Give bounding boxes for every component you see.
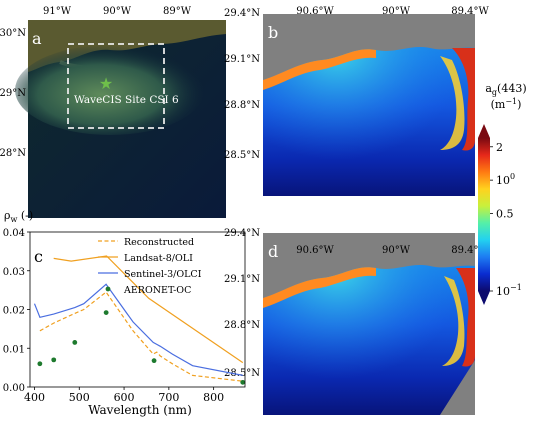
colorbar-title: ag(443) xyxy=(485,82,526,97)
site-label: WaveCIS Site CSI 6 xyxy=(74,94,179,106)
lon-tick: 90.6°W xyxy=(296,6,334,17)
y-tick-label: 0.02 xyxy=(3,306,25,317)
colorbar-tick-label: 100 xyxy=(496,172,515,187)
panel-d-lat-ticks: 29.4°N 29.1°N 28.8°N 28.5°N xyxy=(224,228,260,379)
x-axis-label: Wavelength (nm) xyxy=(88,403,192,417)
panel-c-label: c xyxy=(34,247,43,266)
data-point-aeronet-oc xyxy=(151,358,157,364)
panel-d-grey-corner xyxy=(440,360,475,415)
panel-b-river-mouth xyxy=(452,48,475,151)
lat-tick: 29°N xyxy=(0,88,26,99)
chart-legend: Reconstructed Landsat-8/OLI Sentinel-3/OLC… xyxy=(98,237,202,296)
lat-tick: 29.1°N xyxy=(224,274,260,285)
panel-d-coastal-turbid xyxy=(263,267,376,308)
colorbar-bar xyxy=(478,138,490,291)
lat-tick: 30°N xyxy=(0,28,26,39)
x-tick-label: 500 xyxy=(69,391,90,404)
data-point-aeronet-oc xyxy=(37,361,43,367)
legend-label: Reconstructed xyxy=(124,237,194,248)
data-point-aeronet-oc xyxy=(240,379,246,385)
panel-b-coastal-turbid xyxy=(263,49,376,90)
y-tick-label: 0.03 xyxy=(3,267,25,278)
lat-tick: 29.4°N xyxy=(224,8,260,19)
panel-b: b 90.6°W 90°W 89.4°W 29.4°N 29.1°N 28.8°… xyxy=(224,6,489,196)
panel-d-land xyxy=(263,233,475,298)
colorbar: ag(443) (m−1) 2 100 0.5 10−1 xyxy=(478,82,527,305)
panel-d-river-mouth xyxy=(456,268,475,367)
y-tick-label: 0.01 xyxy=(3,344,25,355)
panel-a-lon-ticks: 91°W 90°W 89°W xyxy=(43,6,192,17)
lon-tick: 90°W xyxy=(103,6,132,17)
panel-b-lon-ticks: 90.6°W 90°W 89.4°W xyxy=(296,6,489,17)
lon-tick: 90°W xyxy=(382,245,411,256)
panel-b-land xyxy=(263,14,475,80)
data-point-aeronet-oc xyxy=(51,357,57,363)
panel-d: d 90.6°W 90°W 89.4°W 29.4°N 29.1°N 28.8°… xyxy=(224,228,489,415)
colorbar-tick-label: 2 xyxy=(496,141,503,154)
panel-b-river-halo xyxy=(440,56,465,150)
lat-tick: 28.5°N xyxy=(224,150,260,161)
data-point-aeronet-oc xyxy=(103,310,109,315)
legend-label: AERONET-OC xyxy=(123,285,191,296)
data-point-aeronet-oc xyxy=(72,340,78,345)
x-tick-label: 400 xyxy=(24,391,45,404)
y-axis-label: ρw (-) xyxy=(4,209,33,224)
x-tick-label: 800 xyxy=(203,391,224,404)
series-line-reconstructed xyxy=(39,291,243,382)
lon-tick: 89.4°W xyxy=(451,6,489,17)
lon-tick: 90°W xyxy=(382,6,411,17)
chart-series xyxy=(33,255,246,385)
lat-tick: 29.1°N xyxy=(224,54,260,65)
series-line-sentinel-3-olci xyxy=(33,283,243,376)
legend-label: Sentinel-3/OLCI xyxy=(124,269,202,280)
panel-b-lat-ticks: 29.4°N 29.1°N 28.8°N 28.5°N xyxy=(224,8,260,161)
colorbar-tick-label: 10−1 xyxy=(496,283,522,298)
x-tick-label: 600 xyxy=(114,391,135,404)
y-tick-label: 0.04 xyxy=(3,228,25,239)
panel-c-chart: ρw (-) 400 500 600 700 800 0.00 0.01 0.02 0.03 0.… xyxy=(3,209,246,417)
lat-tick: 28°N xyxy=(0,148,26,159)
colorbar-units: (m−1) xyxy=(491,97,522,111)
lon-tick: 89.4°W xyxy=(451,245,489,256)
panel-a-lat-ticks: 30°N 29°N 28°N xyxy=(0,28,26,159)
colorbar-tick-label: 0.5 xyxy=(496,208,514,221)
panel-b-label: b xyxy=(268,23,278,42)
lon-tick: 91°W xyxy=(43,6,72,17)
lat-tick: 28.8°N xyxy=(224,100,260,111)
colorbar-ticks: 2 100 0.5 10−1 xyxy=(490,141,522,298)
x-tick-label: 700 xyxy=(158,391,179,404)
panel-a-label: a xyxy=(32,29,42,48)
colorbar-bottom-cap xyxy=(478,291,490,305)
y-tick-label: 0.00 xyxy=(3,383,25,394)
panel-a: ★ WaveCIS Site CSI 6 a 91°W 90°W 89°W 30… xyxy=(0,6,226,218)
panel-d-label: d xyxy=(268,242,278,261)
lat-tick: 28.5°N xyxy=(224,368,260,379)
legend-marker xyxy=(105,286,111,292)
chart-axes: 400 500 600 700 800 0.00 0.01 0.02 0.03 0.04 xyxy=(3,228,224,404)
lat-tick: 28.8°N xyxy=(224,320,260,331)
panel-d-river-halo xyxy=(442,276,465,366)
lon-tick: 90.6°W xyxy=(296,245,334,256)
site-star: ★ xyxy=(99,74,113,93)
panel-d-lon-ticks: 90.6°W 90°W 89.4°W xyxy=(296,245,489,256)
series-line-landsat-8-oli xyxy=(53,255,244,364)
legend-label: Landsat-8/OLI xyxy=(124,253,193,264)
panel-a-plume xyxy=(15,45,205,135)
lat-tick: 29.4°N xyxy=(224,228,260,239)
plot-frame xyxy=(29,231,246,388)
colorbar-top-cap xyxy=(478,124,490,138)
lon-tick: 89°W xyxy=(163,6,192,17)
